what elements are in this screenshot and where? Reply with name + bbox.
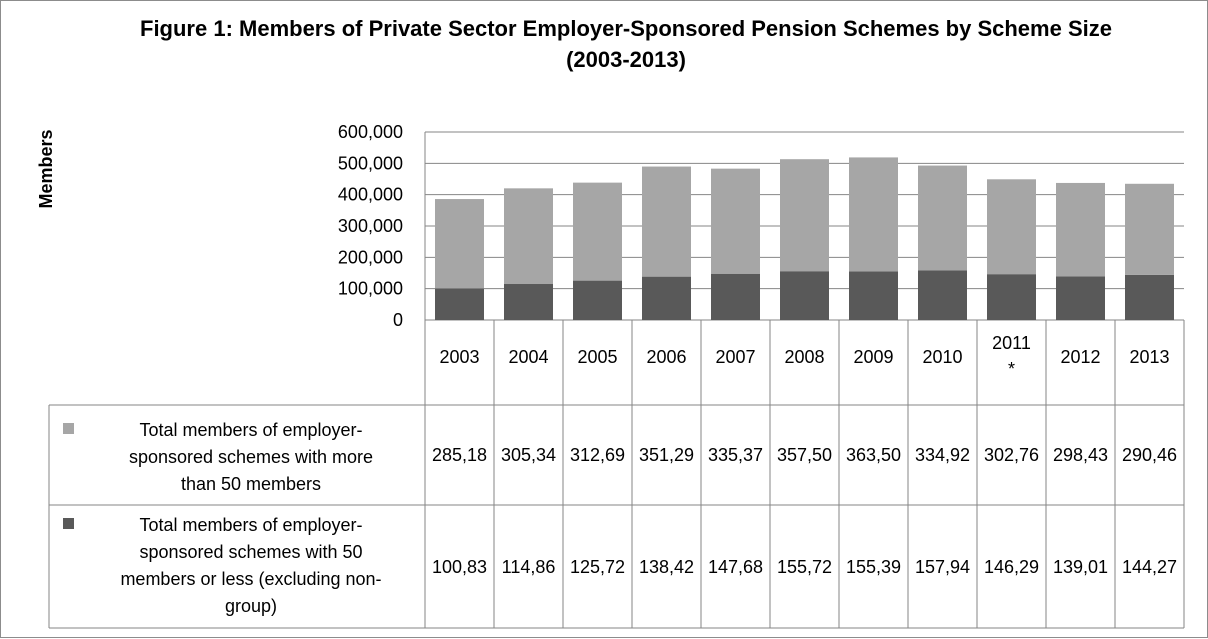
table-value-large: 298,43 (1053, 445, 1108, 465)
y-tick-label: 500,000 (338, 153, 403, 173)
bar-small-schemes (642, 276, 691, 320)
bar-large-schemes (918, 165, 967, 271)
bar-large-schemes (435, 199, 484, 289)
bar-small-schemes (504, 284, 553, 320)
x-tick-label: 2012 (1060, 347, 1100, 367)
x-tick-label: 2013 (1129, 347, 1169, 367)
bar-large-schemes (504, 188, 553, 285)
legend-label-small: Total members of employer- (139, 515, 362, 535)
table-value-small: 139,01 (1053, 557, 1108, 577)
x-tick-label: 2010 (922, 347, 962, 367)
legend-label-small: group) (225, 596, 277, 616)
table-value-small: 155,72 (777, 557, 832, 577)
table-value-small: 146,29 (984, 557, 1039, 577)
table-value-small: 138,42 (639, 557, 694, 577)
table-value-large: 290,46 (1122, 445, 1177, 465)
x-tick-label: 2004 (508, 347, 548, 367)
bar-small-schemes (711, 273, 760, 320)
legend-label-large: than 50 members (181, 474, 321, 494)
x-tick-label: 2011 (992, 333, 1031, 353)
legend-swatch-large (63, 423, 74, 434)
table-value-large: 302,76 (984, 445, 1039, 465)
bar-small-schemes (435, 288, 484, 320)
bar-large-schemes (780, 159, 829, 272)
table-value-small: 147,68 (708, 557, 763, 577)
bar-large-schemes (642, 166, 691, 277)
chart-title: Figure 1: Members of Private Sector Empl… (140, 16, 1112, 72)
table-value-small: 157,94 (915, 557, 970, 577)
table-value-large: 351,29 (639, 445, 694, 465)
legend-swatch-small (63, 518, 74, 529)
legend-label-large: Total members of employer- (139, 420, 362, 440)
y-tick-label: 400,000 (338, 185, 403, 205)
bar-small-schemes (987, 274, 1036, 320)
bar-small-schemes (1125, 274, 1174, 320)
y-tick-label: 100,000 (338, 279, 403, 299)
bar-small-schemes (780, 271, 829, 320)
table-value-small: 114,86 (502, 557, 556, 577)
x-tick-label: 2009 (853, 347, 893, 367)
bar-small-schemes (918, 270, 967, 320)
bar-large-schemes (1125, 183, 1174, 275)
table-value-small: 100,83 (432, 557, 487, 577)
x-tick-label: 2007 (715, 347, 755, 367)
y-tick-label: 300,000 (338, 216, 403, 236)
table-value-large: 285,18 (432, 445, 487, 465)
bar-large-schemes (987, 179, 1036, 275)
bar-large-schemes (849, 157, 898, 272)
table-value-small: 125,72 (570, 557, 625, 577)
bar-small-schemes (573, 280, 622, 320)
table-value-large: 334,92 (915, 445, 970, 465)
bar-large-schemes (573, 182, 622, 281)
x-tick-label: 2006 (646, 347, 686, 367)
legend-label-small: sponsored schemes with 50 (139, 542, 362, 562)
y-tick-label: 0 (393, 310, 403, 330)
table-value-large: 363,50 (846, 445, 901, 465)
x-tick-label: 2008 (784, 347, 824, 367)
y-tick-label: 200,000 (338, 247, 403, 267)
table-value-large: 357,50 (777, 445, 832, 465)
x-tick-label-note: * (1008, 359, 1015, 379)
bar-small-schemes (849, 271, 898, 320)
table-value-large: 305,34 (501, 445, 556, 465)
y-tick-label: 600,000 (338, 122, 403, 142)
table-value-large: 312,69 (570, 445, 625, 465)
legend-label-small: members or less (excluding non- (120, 569, 381, 589)
table-value-small: 155,39 (846, 557, 901, 577)
bar-large-schemes (1056, 182, 1105, 277)
x-tick-label: 2005 (577, 347, 617, 367)
table-value-small: 144,27 (1122, 557, 1177, 577)
x-tick-label: 2003 (439, 347, 479, 367)
legend-label-large: sponsored schemes with more (129, 447, 373, 467)
bar-large-schemes (711, 168, 760, 274)
bar-small-schemes (1056, 276, 1105, 320)
table-value-large: 335,37 (708, 445, 763, 465)
